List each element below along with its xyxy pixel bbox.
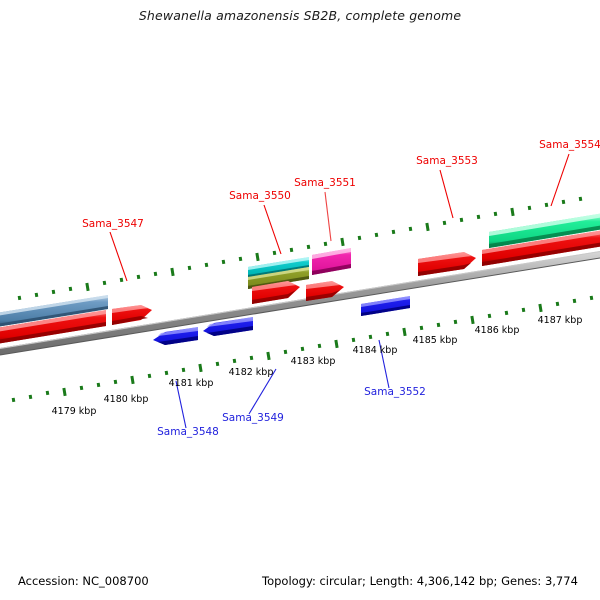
ruler-label-4182: 4182 kbp bbox=[229, 367, 274, 378]
gene-sama-3552-blue[interactable] bbox=[361, 296, 410, 316]
leader-sama-3548 bbox=[175, 380, 187, 429]
gene-label-sama-3548[interactable]: Sama_3548 bbox=[157, 426, 219, 438]
ruler-label-4183: 4183 kbp bbox=[291, 356, 336, 367]
leader-sama-3550 bbox=[263, 204, 282, 255]
gene-label-group: Sama_3547 Sama_3550 Sama_3551 Sama_3553 … bbox=[82, 139, 600, 438]
gene-sama-3547-red-long[interactable] bbox=[0, 310, 106, 344]
leader-sama-3554 bbox=[550, 153, 570, 207]
ruler-label-4180: 4180 kbp bbox=[104, 394, 149, 405]
ruler-label-group: 4179 kbp 4180 kbp 4181 kbp 4182 kbp 4183… bbox=[52, 315, 583, 417]
gene-label-sama-3552[interactable]: Sama_3552 bbox=[364, 386, 426, 398]
gene-sama-3551-magenta[interactable] bbox=[312, 248, 351, 275]
ruler-label-4186: 4186 kbp bbox=[475, 325, 520, 336]
gene-sama-3551-red-arrow[interactable] bbox=[306, 281, 344, 301]
gene-sama-3548-blue-arrow[interactable] bbox=[153, 327, 198, 345]
gene-label-sama-3554[interactable]: Sama_3554 bbox=[539, 139, 600, 151]
page-title: Shewanella amazonensis SB2B, complete ge… bbox=[138, 8, 462, 23]
leader-sama-3547 bbox=[109, 231, 128, 282]
gene-sama-3553-red-arrow[interactable] bbox=[418, 252, 476, 276]
genome-stats-text: Topology: circular; Length: 4,306,142 bp… bbox=[262, 574, 578, 588]
gene-label-sama-3549[interactable]: Sama_3549 bbox=[222, 412, 284, 424]
ruler-label-4184: 4184 kbp bbox=[353, 345, 398, 356]
gene-sama-3550-red-arrow[interactable] bbox=[252, 281, 300, 304]
gene-sama-3554-red[interactable] bbox=[482, 230, 600, 266]
tick-marks-lower bbox=[11, 295, 594, 403]
leader-lines bbox=[109, 153, 570, 429]
ruler-label-4185: 4185 kbp bbox=[413, 335, 458, 346]
gene-sama-3547-bar[interactable] bbox=[0, 295, 108, 327]
gene-label-sama-3550[interactable]: Sama_3550 bbox=[229, 190, 291, 202]
gene-sama-3554-spring[interactable] bbox=[489, 213, 600, 248]
gene-sama-3549-blue-arrow[interactable] bbox=[203, 317, 253, 336]
gene-label-sama-3547[interactable]: Sama_3547 bbox=[82, 218, 144, 230]
leader-sama-3552 bbox=[378, 339, 390, 389]
accession-text: Accession: NC_008700 bbox=[18, 574, 149, 588]
gene-sama-3547-red-arrow[interactable] bbox=[112, 305, 152, 325]
ruler-label-4181: 4181 kbp bbox=[169, 378, 214, 389]
leader-sama-3551 bbox=[324, 191, 332, 242]
genome-axis bbox=[0, 251, 600, 356]
ruler-label-4179: 4179 kbp bbox=[52, 406, 97, 417]
gene-label-sama-3553[interactable]: Sama_3553 bbox=[416, 155, 478, 167]
tick-marks-upper bbox=[17, 196, 583, 301]
ruler-label-4187: 4187 kbp bbox=[538, 315, 583, 326]
leader-sama-3549 bbox=[248, 368, 277, 415]
leader-sama-3553 bbox=[439, 169, 454, 219]
gene-label-sama-3551[interactable]: Sama_3551 bbox=[294, 177, 356, 189]
